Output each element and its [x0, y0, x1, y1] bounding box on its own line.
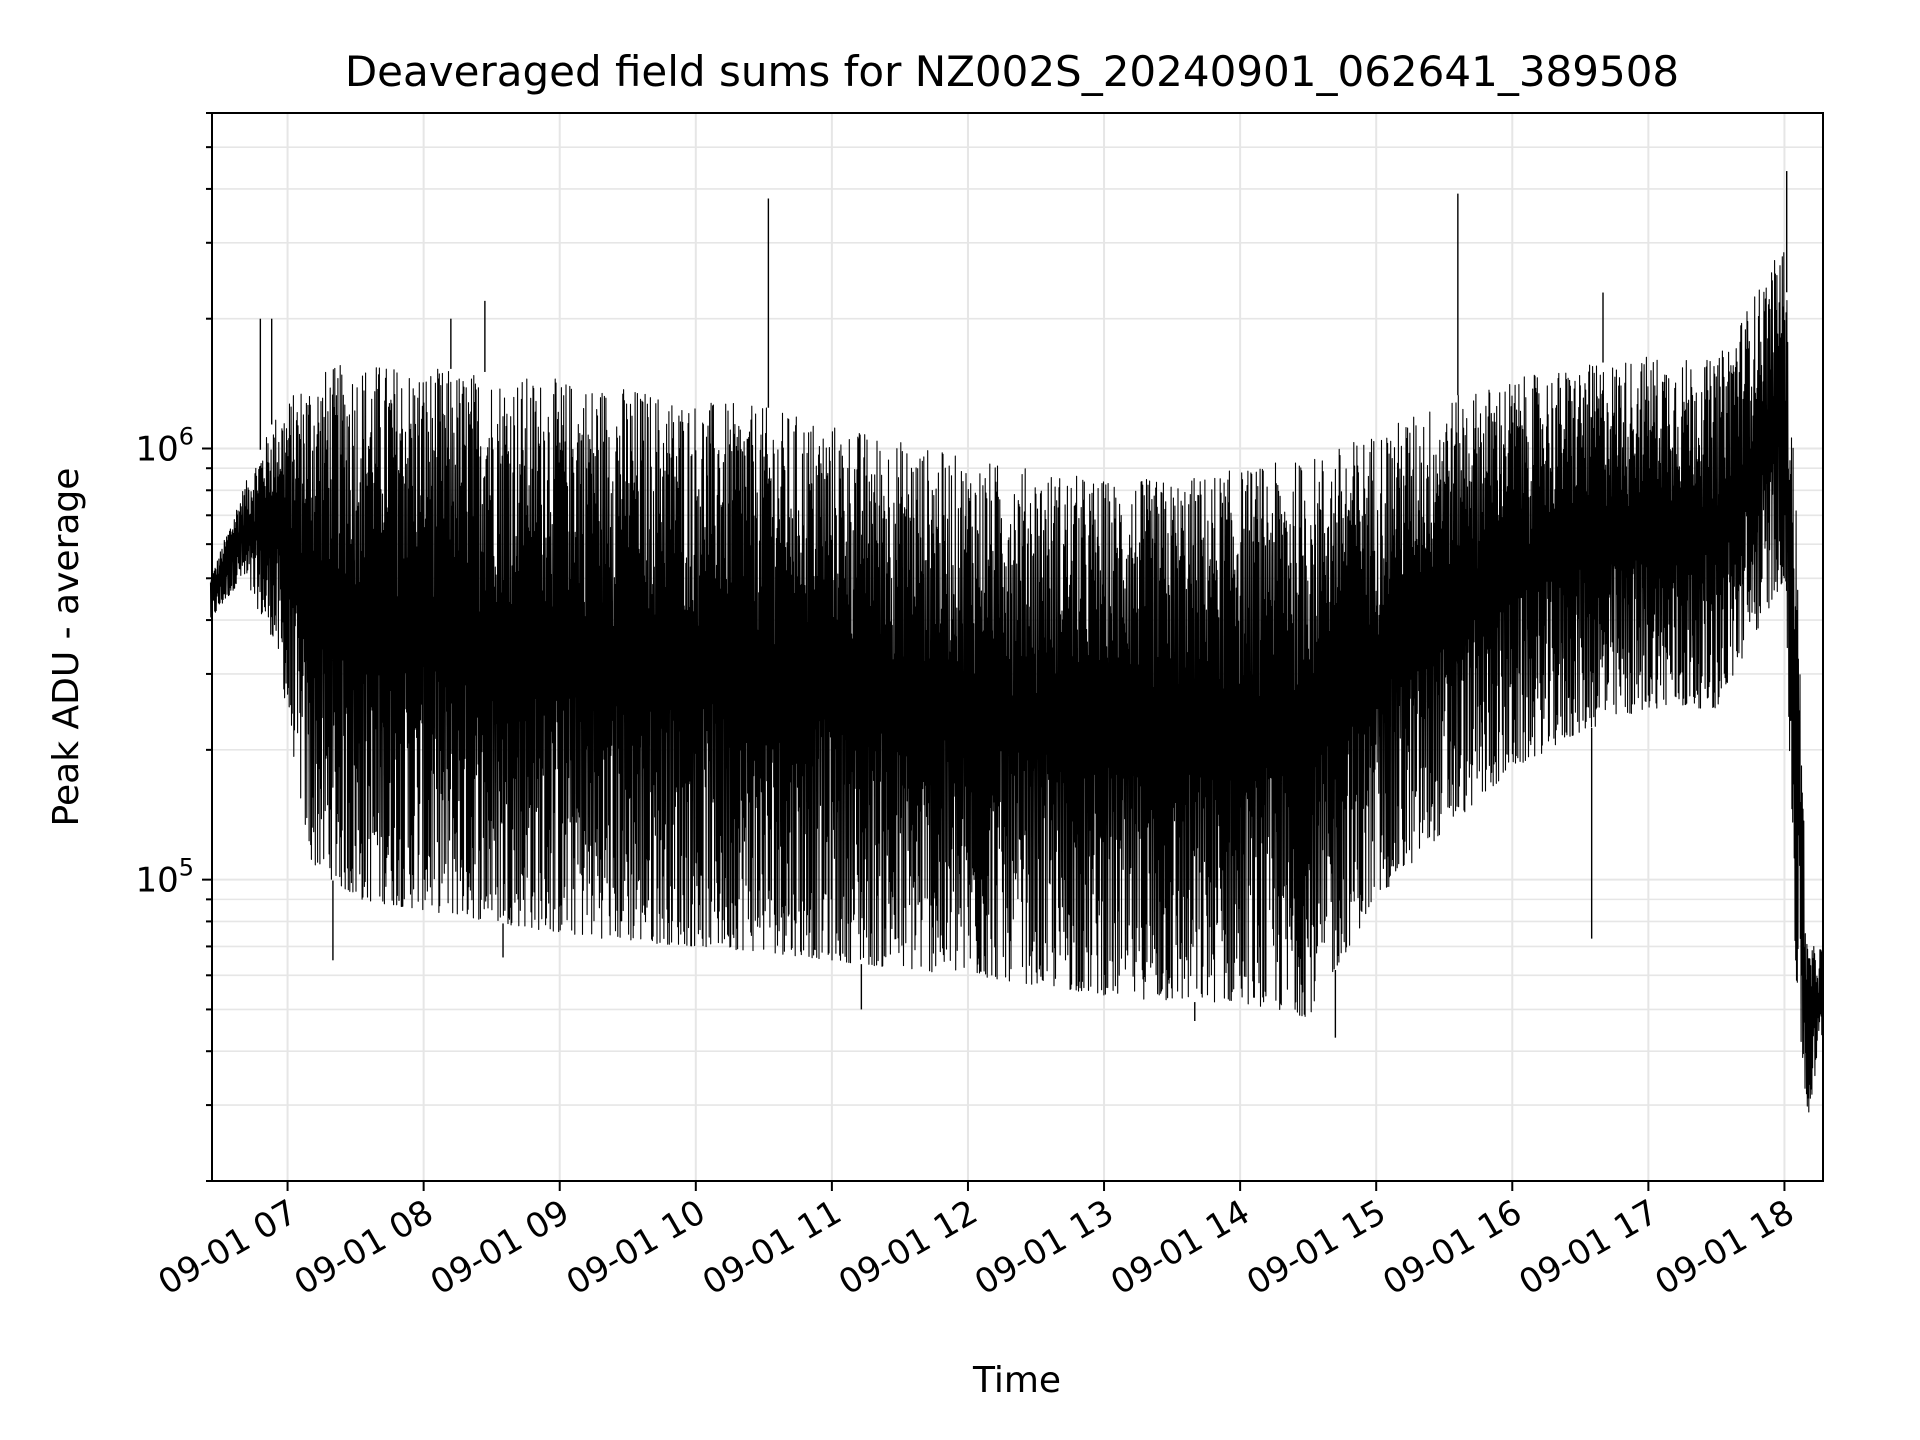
data-layer [209, 171, 1824, 1113]
data-line [209, 252, 1824, 1113]
y-tick-label: 106 [135, 422, 194, 469]
y-tick-label: 105 [135, 854, 194, 901]
y-axis-label: Peak ADU - average [46, 468, 87, 827]
x-axis-label: Time [972, 1360, 1061, 1401]
chart-title: Deaveraged field sums for NZ002S_2024090… [345, 47, 1679, 96]
plot-frame [211, 112, 1824, 1182]
